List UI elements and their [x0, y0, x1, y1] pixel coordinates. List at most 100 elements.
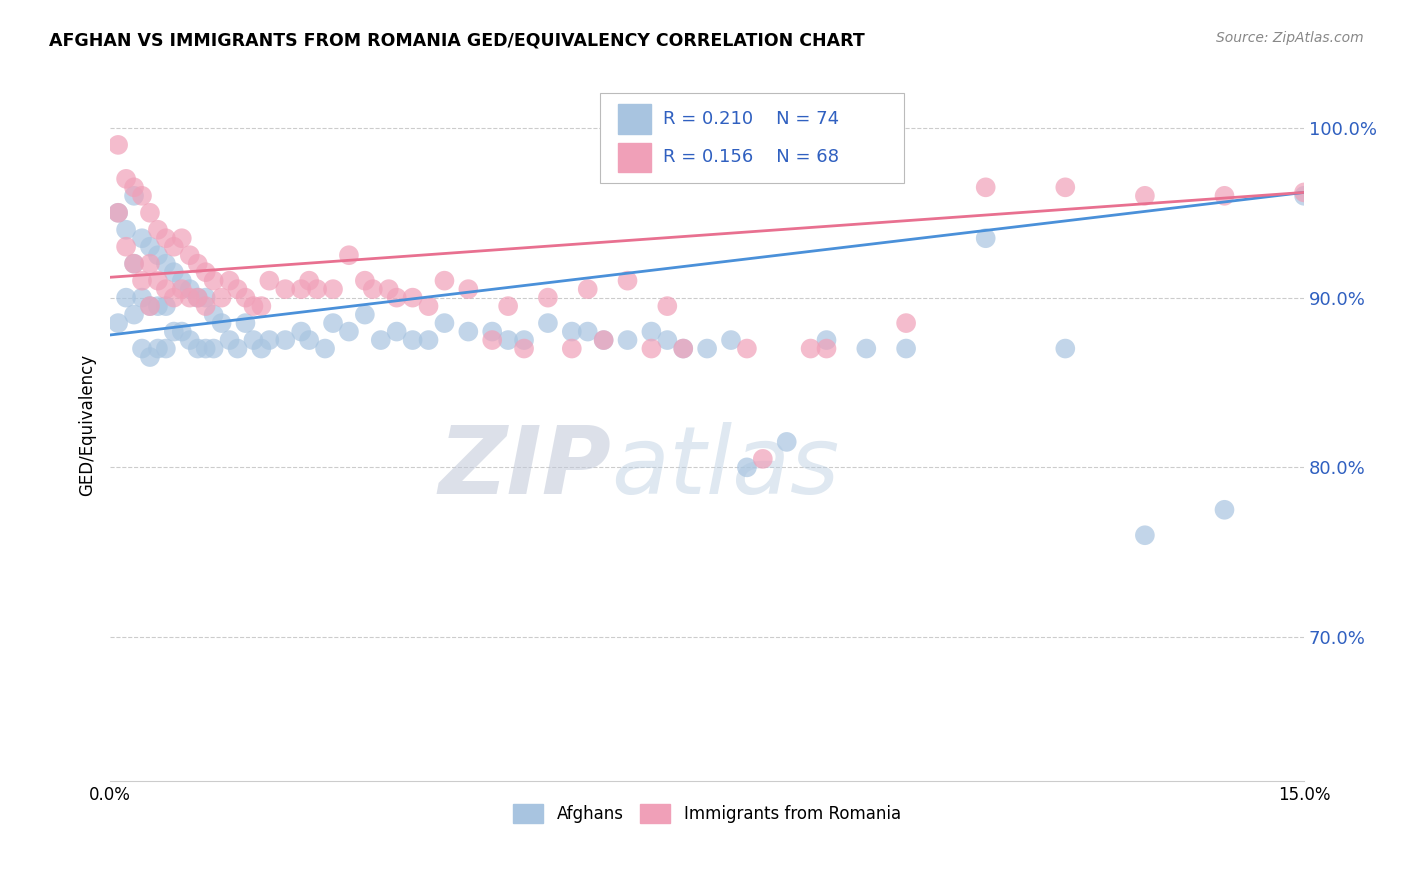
- Point: [418, 299, 440, 313]
- Point: [481, 333, 503, 347]
- Point: [202, 274, 225, 288]
- Point: [242, 333, 264, 347]
- Point: [107, 206, 129, 220]
- Point: [1294, 186, 1316, 200]
- Point: [115, 291, 138, 305]
- Point: [298, 274, 321, 288]
- Point: [592, 333, 614, 347]
- Point: [274, 282, 297, 296]
- Point: [377, 282, 399, 296]
- Text: ZIP: ZIP: [439, 422, 612, 514]
- Point: [592, 333, 614, 347]
- Text: R = 0.210    N = 74: R = 0.210 N = 74: [664, 110, 839, 128]
- Point: [146, 342, 169, 356]
- Point: [513, 333, 536, 347]
- Point: [179, 282, 201, 296]
- Point: [815, 333, 838, 347]
- Legend: Afghans, Immigrants from Romania: Afghans, Immigrants from Romania: [506, 797, 907, 830]
- Point: [187, 257, 209, 271]
- Point: [735, 342, 758, 356]
- Point: [131, 291, 153, 305]
- Point: [211, 316, 233, 330]
- Point: [974, 231, 997, 245]
- Point: [616, 274, 638, 288]
- Point: [131, 274, 153, 288]
- Point: [235, 291, 257, 305]
- Point: [561, 325, 583, 339]
- Point: [122, 308, 145, 322]
- Point: [354, 274, 377, 288]
- Point: [385, 291, 408, 305]
- Point: [163, 240, 186, 254]
- Point: [1294, 189, 1316, 203]
- Point: [561, 342, 583, 356]
- Point: [1213, 503, 1236, 517]
- Point: [640, 342, 662, 356]
- Point: [894, 316, 917, 330]
- Point: [401, 333, 423, 347]
- Point: [163, 291, 186, 305]
- Point: [250, 342, 273, 356]
- Point: [146, 299, 169, 313]
- Point: [752, 451, 775, 466]
- Point: [457, 282, 479, 296]
- Point: [122, 189, 145, 203]
- Point: [894, 342, 917, 356]
- Point: [537, 316, 560, 330]
- Point: [735, 460, 758, 475]
- Point: [146, 274, 169, 288]
- Point: [385, 325, 408, 339]
- Point: [170, 274, 193, 288]
- Point: [131, 342, 153, 356]
- Point: [179, 291, 201, 305]
- Point: [115, 223, 138, 237]
- Point: [337, 325, 360, 339]
- Point: [211, 291, 233, 305]
- Point: [401, 291, 423, 305]
- Y-axis label: GED/Equivalency: GED/Equivalency: [79, 354, 96, 496]
- Point: [226, 282, 249, 296]
- Point: [433, 274, 456, 288]
- Point: [361, 282, 384, 296]
- Point: [616, 333, 638, 347]
- Point: [576, 325, 599, 339]
- Point: [155, 282, 177, 296]
- Point: [457, 325, 479, 339]
- Point: [187, 291, 209, 305]
- Point: [290, 325, 312, 339]
- Point: [179, 333, 201, 347]
- Text: atlas: atlas: [612, 422, 839, 513]
- Point: [855, 342, 877, 356]
- Point: [672, 342, 695, 356]
- Point: [107, 206, 129, 220]
- Point: [657, 299, 679, 313]
- Point: [194, 299, 217, 313]
- Point: [139, 299, 162, 313]
- Point: [696, 342, 718, 356]
- Point: [163, 325, 186, 339]
- Point: [107, 137, 129, 152]
- Point: [1054, 342, 1077, 356]
- Point: [354, 308, 377, 322]
- Text: R = 0.156    N = 68: R = 0.156 N = 68: [664, 148, 839, 167]
- Point: [657, 333, 679, 347]
- Text: AFGHAN VS IMMIGRANTS FROM ROMANIA GED/EQUIVALENCY CORRELATION CHART: AFGHAN VS IMMIGRANTS FROM ROMANIA GED/EQ…: [49, 31, 865, 49]
- Point: [226, 342, 249, 356]
- Point: [122, 257, 145, 271]
- Point: [250, 299, 273, 313]
- Point: [107, 316, 129, 330]
- FancyBboxPatch shape: [600, 94, 904, 183]
- Point: [481, 325, 503, 339]
- Point: [155, 231, 177, 245]
- Point: [800, 342, 823, 356]
- Point: [115, 171, 138, 186]
- Bar: [617, 143, 651, 172]
- Point: [672, 342, 695, 356]
- Point: [194, 291, 217, 305]
- Point: [122, 257, 145, 271]
- Point: [163, 265, 186, 279]
- Point: [322, 282, 344, 296]
- Point: [139, 257, 162, 271]
- Point: [537, 291, 560, 305]
- Point: [259, 274, 281, 288]
